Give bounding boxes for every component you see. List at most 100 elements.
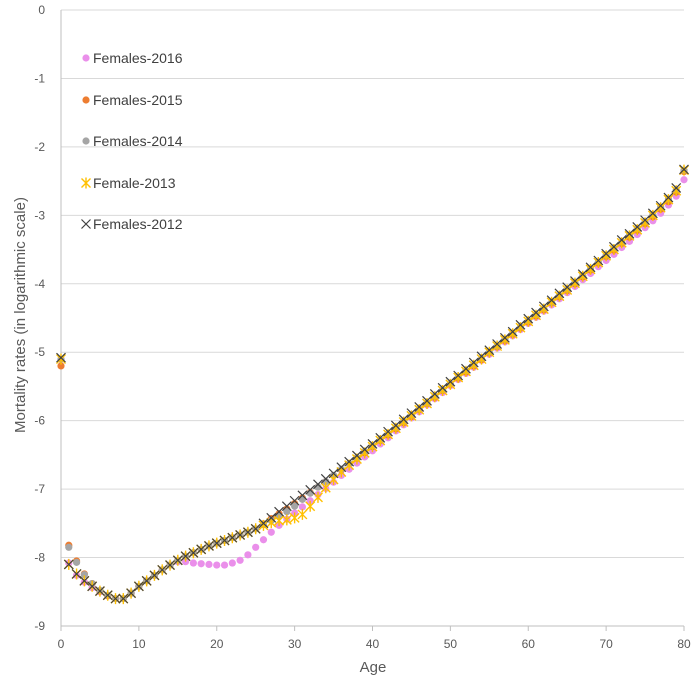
data-point — [429, 389, 440, 399]
data-point — [390, 422, 401, 434]
legend-label: Female-2013 — [93, 175, 176, 191]
data-point — [476, 351, 487, 362]
data-point — [663, 192, 674, 203]
data-point — [453, 370, 464, 381]
data-point — [204, 540, 214, 551]
data-point — [632, 222, 643, 232]
data-point — [640, 215, 650, 226]
data-point — [390, 420, 401, 431]
data-point — [663, 194, 674, 206]
x-tick-label: 50 — [444, 637, 458, 651]
y-tick-label: -3 — [34, 208, 45, 222]
legend-marker — [81, 177, 91, 189]
data-point — [102, 590, 113, 601]
data-point — [211, 538, 222, 549]
data-point — [274, 506, 284, 517]
data-point — [624, 228, 635, 239]
y-tick-label: -2 — [34, 140, 45, 154]
legend-label: Females-2015 — [93, 92, 183, 108]
data-point — [213, 561, 221, 569]
legend-label: Females-2012 — [93, 216, 183, 232]
data-point — [655, 202, 666, 214]
data-point — [63, 559, 74, 570]
data-point — [585, 262, 596, 273]
data-point — [679, 164, 689, 175]
data-point — [352, 450, 362, 461]
data-point — [320, 482, 331, 494]
legend-marker — [81, 219, 91, 229]
x-axis-title: Age — [360, 659, 387, 676]
data-point — [228, 559, 236, 567]
data-point — [375, 435, 386, 447]
x-tick-label: 70 — [599, 637, 613, 651]
data-point — [95, 586, 105, 597]
data-point — [453, 372, 464, 384]
data-point — [484, 345, 495, 356]
data-point — [336, 462, 347, 473]
data-point — [367, 439, 378, 449]
y-tick-label: 0 — [38, 3, 45, 17]
data-point — [515, 319, 526, 330]
data-point — [244, 551, 252, 559]
data-point — [398, 414, 409, 425]
data-point — [227, 532, 238, 543]
data-point — [375, 432, 386, 443]
data-point — [79, 575, 90, 586]
data-point — [320, 473, 331, 484]
legend-marker — [82, 54, 90, 62]
data-point — [283, 508, 291, 516]
data-point — [172, 555, 183, 566]
data-point — [523, 315, 534, 327]
data-point — [259, 536, 268, 544]
data-point — [157, 564, 168, 575]
data-point — [570, 276, 580, 286]
data-point — [236, 556, 244, 564]
y-tick-label: -1 — [34, 71, 45, 85]
x-tick-label: 10 — [132, 637, 146, 651]
data-point — [281, 514, 292, 526]
data-point — [298, 495, 307, 503]
data-point — [149, 570, 160, 581]
data-point — [289, 512, 300, 524]
data-point — [422, 395, 432, 406]
data-point — [72, 558, 81, 566]
data-point — [398, 416, 409, 428]
data-point — [56, 353, 66, 365]
data-point — [531, 309, 542, 321]
data-point — [314, 483, 322, 491]
y-tick-label: -5 — [34, 345, 45, 359]
y-axis-title: Mortality rates (in logarithmic scale) — [12, 197, 29, 433]
data-point — [647, 209, 658, 221]
data-point — [414, 402, 425, 412]
data-point — [291, 502, 299, 510]
x-tick-label: 40 — [366, 637, 380, 651]
data-point — [499, 334, 510, 346]
data-point — [252, 543, 260, 551]
data-point — [133, 581, 144, 592]
data-point — [460, 365, 471, 377]
data-point — [328, 468, 339, 479]
x-tick-label: 20 — [210, 637, 224, 651]
data-point — [531, 307, 541, 318]
y-tick-label: -4 — [34, 277, 45, 291]
data-point — [546, 296, 557, 308]
data-point — [266, 517, 277, 529]
data-point — [322, 477, 330, 486]
data-point — [383, 426, 393, 437]
data-point — [437, 382, 448, 393]
x-tick-label: 80 — [677, 637, 691, 651]
data-point — [242, 527, 253, 538]
data-point — [312, 491, 323, 503]
data-point — [437, 385, 448, 397]
y-tick-label: -7 — [34, 482, 45, 496]
data-point — [219, 535, 230, 546]
data-point — [601, 250, 612, 262]
data-point — [406, 408, 417, 419]
data-point — [65, 543, 73, 551]
data-point — [313, 479, 323, 490]
data-point — [281, 501, 292, 512]
data-point — [258, 518, 269, 529]
data-point — [507, 326, 518, 337]
data-point — [515, 322, 526, 334]
